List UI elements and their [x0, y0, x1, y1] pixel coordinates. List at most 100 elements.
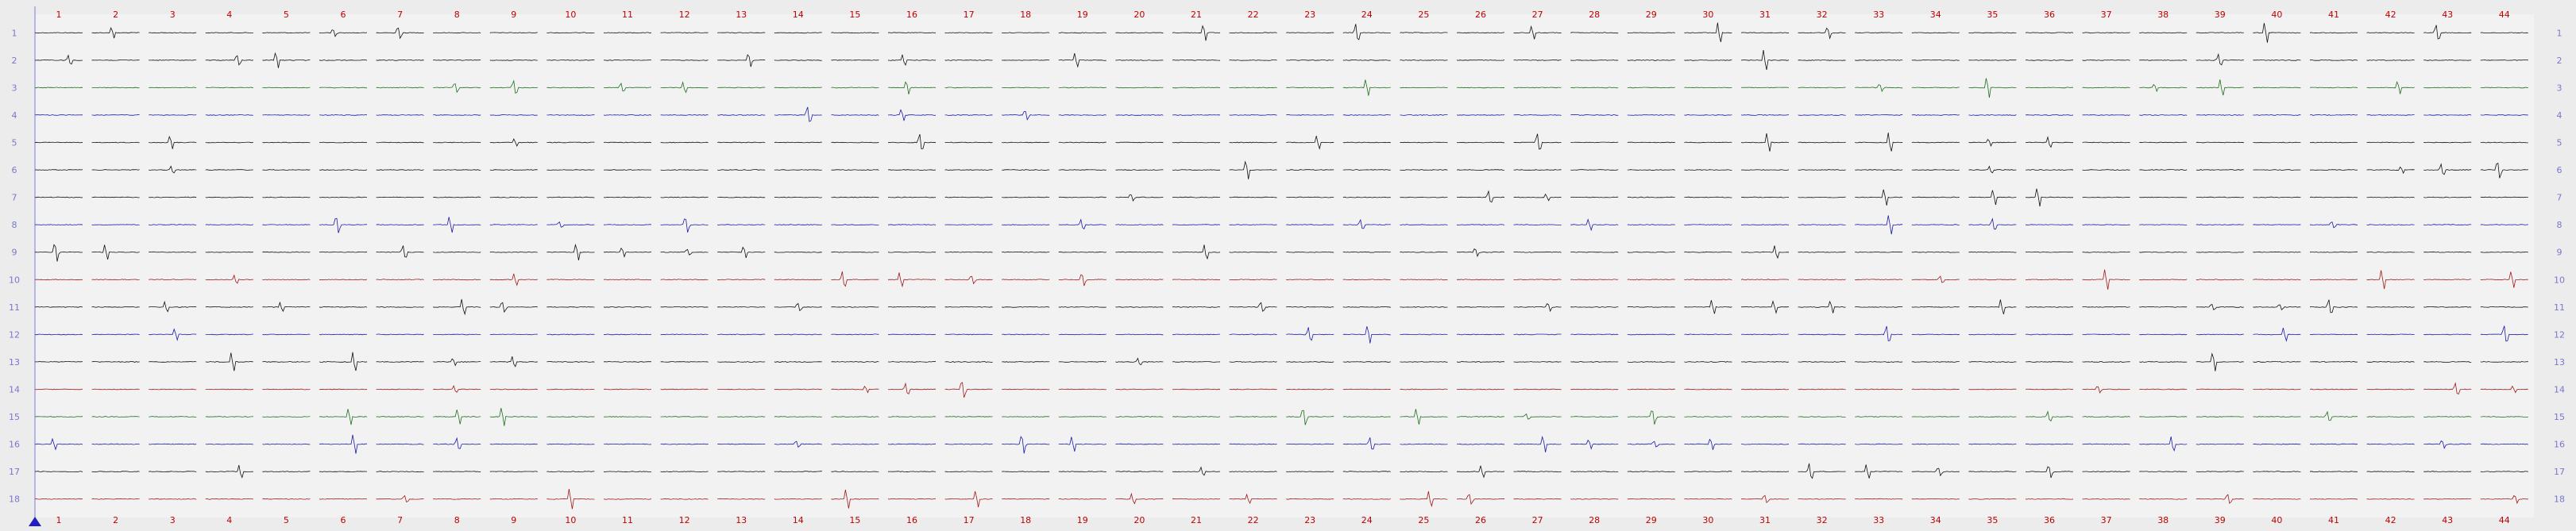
trace-segment	[1002, 436, 1050, 454]
trace-segment	[1798, 463, 1846, 479]
trace-segment	[1456, 114, 1505, 116]
trace-segment	[887, 169, 937, 171]
trace-segment	[34, 169, 83, 171]
column-number-bottom: 3	[170, 515, 176, 525]
trace-segment	[91, 87, 140, 89]
trace-segment	[603, 247, 652, 258]
trace-segment	[1286, 279, 1334, 281]
trace-segment	[1172, 25, 1221, 41]
trace-segment	[2253, 169, 2301, 171]
trace-segment	[1342, 471, 1391, 473]
trace-segment	[1855, 464, 1903, 479]
trace-segment	[1684, 87, 1732, 89]
trace-segment	[319, 141, 368, 144]
trace-segment	[1342, 24, 1391, 40]
trace-segment	[1798, 27, 1846, 40]
trace-segment	[2253, 328, 2301, 342]
trace-segment	[1058, 114, 1106, 116]
trace-segment	[489, 196, 538, 198]
trace-segment	[1798, 169, 1846, 171]
trace-segment	[774, 441, 822, 448]
trace-segment	[2309, 299, 2358, 314]
column-number-bottom: 30	[1702, 515, 1713, 525]
trace-segment	[1684, 438, 1732, 450]
row-number-right: 16	[2554, 440, 2565, 450]
trace-segment	[205, 388, 253, 391]
trace-segment	[2309, 388, 2358, 391]
trace-segment	[1627, 471, 1675, 473]
trace-segment	[546, 388, 595, 391]
trace-segment	[717, 279, 766, 281]
trace-segment	[1627, 169, 1675, 171]
trace-segment	[1400, 196, 1448, 198]
row-number-right: 1	[2557, 28, 2562, 38]
trace-segment	[2196, 494, 2244, 504]
trace-segment	[944, 491, 993, 508]
column-number-bottom: 44	[2499, 515, 2510, 525]
trace-segment	[205, 141, 253, 144]
column-number-top: 42	[2385, 10, 2396, 20]
trace-segment	[717, 169, 766, 171]
trace-segment	[2309, 471, 2358, 473]
trace-segment	[91, 333, 140, 336]
column-number-top: 41	[2328, 10, 2339, 20]
row-number-left: 18	[9, 494, 20, 505]
trace-segment	[1286, 306, 1334, 308]
trace-segment	[1400, 114, 1448, 116]
trace-segment	[944, 333, 993, 336]
trace-segment	[1400, 361, 1448, 363]
trace-segment	[831, 114, 879, 116]
trace-segment	[603, 333, 652, 336]
trace-segment	[433, 217, 481, 233]
trace-segment	[1513, 114, 1562, 116]
row-number-right: 10	[2554, 275, 2565, 285]
trace-segment	[1172, 196, 1220, 198]
trace-segment	[1456, 306, 1505, 308]
trace-segment	[603, 83, 652, 92]
trace-segment	[433, 83, 481, 94]
trace-segment	[2309, 87, 2358, 89]
trace-segment	[2196, 196, 2244, 198]
trace-segment	[1342, 79, 1391, 96]
trace-segment	[1115, 471, 1164, 473]
trace-segment	[2310, 221, 2358, 229]
trace-segment	[660, 333, 709, 336]
trace-segment	[489, 388, 538, 391]
trace-segment	[1968, 190, 2017, 206]
trace-segment	[1513, 25, 1562, 40]
column-number-top: 32	[1817, 10, 1828, 20]
trace-segment	[887, 306, 937, 308]
trace-segment	[2025, 279, 2074, 281]
column-number-bottom: 13	[736, 515, 747, 525]
column-number-top: 18	[1020, 10, 1031, 20]
row-number-left: 1	[12, 28, 17, 38]
trace-segment	[831, 196, 879, 198]
column-number-bottom: 29	[1646, 515, 1657, 525]
trace-segment	[1058, 141, 1106, 144]
trace-segment	[1342, 114, 1391, 116]
trace-segment	[1855, 169, 1903, 171]
column-number-bottom: 18	[1020, 515, 1031, 525]
column-number-top: 20	[1134, 10, 1145, 20]
trace-segment	[489, 471, 538, 472]
trace-segment	[149, 279, 197, 281]
trace-segment	[34, 388, 83, 391]
trace-segment	[2423, 114, 2472, 116]
trace-segment	[2310, 361, 2358, 363]
trace-segment	[1684, 169, 1732, 171]
trace-segment	[1740, 87, 1790, 89]
cursor-marker-icon[interactable]	[29, 517, 41, 526]
column-number-bottom: 41	[2328, 515, 2339, 525]
column-number-top: 27	[1532, 10, 1543, 20]
trace-segment	[1286, 114, 1334, 116]
trace-segment	[1513, 471, 1562, 473]
trace-segment	[433, 437, 481, 449]
trace-segment	[1286, 388, 1334, 391]
row-number-right: 4	[2557, 110, 2562, 121]
trace-segment	[2309, 333, 2358, 336]
trace-segment	[1400, 169, 1448, 171]
row-number-left: 3	[12, 83, 17, 93]
trace-segment	[376, 245, 424, 258]
